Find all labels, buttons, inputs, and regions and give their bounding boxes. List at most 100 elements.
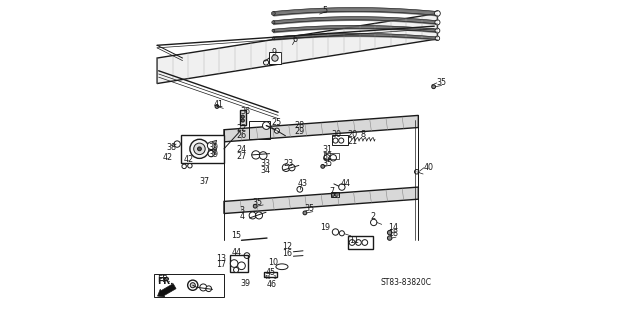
Circle shape (415, 170, 419, 174)
Circle shape (331, 193, 335, 196)
Polygon shape (157, 13, 438, 84)
Text: 39: 39 (241, 279, 250, 288)
Text: 43: 43 (298, 180, 308, 188)
Text: 42: 42 (162, 153, 172, 162)
Circle shape (339, 231, 345, 236)
Circle shape (208, 142, 215, 149)
Text: 10: 10 (268, 258, 278, 267)
Circle shape (339, 138, 343, 143)
Text: 23: 23 (284, 159, 294, 168)
Circle shape (241, 115, 244, 118)
Circle shape (388, 230, 392, 235)
Text: 9: 9 (272, 48, 277, 57)
Polygon shape (224, 116, 418, 142)
Circle shape (190, 139, 209, 158)
Bar (330, 192, 339, 197)
Text: 42: 42 (183, 155, 193, 164)
Bar (181, 134, 224, 163)
Text: 13: 13 (216, 254, 226, 263)
Circle shape (272, 37, 275, 40)
Text: 24: 24 (237, 145, 247, 154)
Circle shape (324, 155, 330, 161)
Polygon shape (224, 187, 418, 213)
Text: 35: 35 (323, 159, 333, 168)
Circle shape (208, 150, 215, 157)
Text: 27: 27 (237, 152, 247, 161)
Circle shape (362, 240, 368, 245)
Circle shape (335, 193, 338, 196)
Circle shape (215, 105, 219, 108)
Circle shape (332, 229, 339, 235)
Circle shape (234, 268, 239, 272)
Circle shape (255, 212, 262, 219)
Text: 7: 7 (330, 187, 335, 196)
Circle shape (435, 11, 440, 16)
Circle shape (355, 240, 361, 245)
Circle shape (198, 147, 202, 151)
Circle shape (272, 55, 278, 61)
Bar (348, 236, 373, 249)
Text: 26: 26 (237, 131, 247, 140)
Text: 5: 5 (323, 6, 328, 15)
Text: 46: 46 (267, 280, 277, 289)
Polygon shape (212, 148, 216, 154)
Bar (264, 271, 277, 277)
Circle shape (188, 164, 192, 168)
Text: 25: 25 (272, 118, 282, 127)
Polygon shape (212, 140, 216, 145)
Circle shape (339, 184, 345, 190)
Circle shape (259, 152, 267, 159)
Text: 6: 6 (292, 35, 297, 44)
Text: 33: 33 (260, 159, 270, 168)
Text: 36: 36 (241, 107, 250, 116)
Circle shape (297, 187, 303, 192)
Bar (154, 274, 224, 297)
Text: 30: 30 (332, 130, 342, 139)
Circle shape (371, 219, 377, 226)
Text: 15: 15 (231, 231, 242, 240)
Bar (332, 135, 348, 145)
Circle shape (200, 284, 206, 291)
Text: 39: 39 (209, 143, 219, 152)
Text: 11: 11 (349, 236, 359, 245)
Text: 29: 29 (294, 127, 304, 136)
Text: ST83-83820C: ST83-83820C (380, 278, 431, 287)
Text: 16: 16 (283, 249, 293, 258)
Circle shape (264, 60, 268, 65)
Circle shape (330, 155, 337, 161)
Text: 12: 12 (282, 242, 293, 251)
Text: 34: 34 (260, 166, 270, 175)
Text: 35: 35 (252, 197, 262, 206)
Circle shape (435, 36, 440, 41)
Text: 35: 35 (437, 78, 447, 87)
Text: 14: 14 (388, 223, 398, 232)
Circle shape (432, 85, 435, 89)
Text: 4: 4 (240, 212, 245, 221)
Bar (324, 153, 339, 159)
Text: FR.: FR. (157, 275, 171, 284)
Circle shape (237, 262, 246, 270)
Circle shape (274, 128, 280, 133)
Text: 35: 35 (304, 204, 314, 213)
Text: 32: 32 (323, 152, 333, 161)
Circle shape (244, 253, 250, 259)
Circle shape (388, 236, 392, 240)
Text: 2: 2 (371, 212, 376, 221)
Text: 8: 8 (361, 130, 366, 139)
Text: 37: 37 (200, 177, 210, 186)
Circle shape (254, 204, 257, 208)
Ellipse shape (276, 264, 288, 270)
Bar (240, 110, 246, 125)
Circle shape (321, 164, 325, 168)
Text: 40: 40 (424, 163, 434, 172)
Text: 31: 31 (323, 145, 333, 154)
Circle shape (193, 143, 205, 155)
Circle shape (435, 28, 440, 33)
Circle shape (206, 286, 211, 292)
Text: 28: 28 (294, 121, 304, 130)
Bar (249, 122, 270, 139)
Bar (264, 271, 277, 277)
Text: 22: 22 (237, 124, 247, 133)
Circle shape (272, 12, 275, 15)
Text: 38: 38 (167, 143, 177, 152)
